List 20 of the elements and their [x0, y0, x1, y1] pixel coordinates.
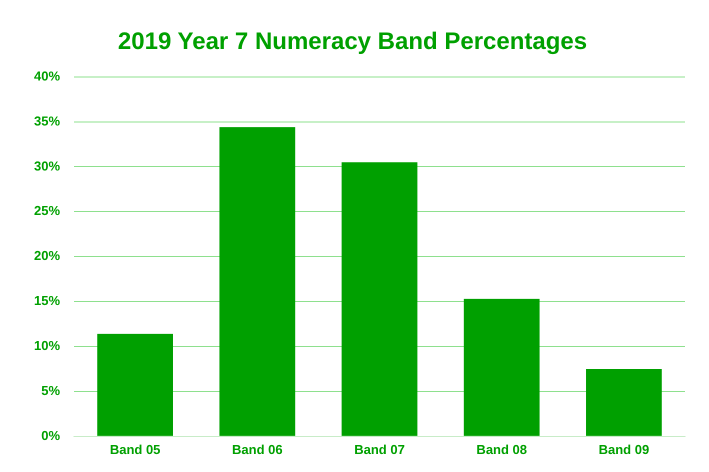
bar: [219, 127, 296, 436]
y-tick-label: 40%: [34, 68, 60, 84]
y-tick-label: 30%: [34, 158, 60, 174]
y-tick-label: 35%: [34, 113, 60, 128]
y-tick-label: 5%: [41, 383, 60, 398]
x-tick-label: Band 07: [354, 442, 405, 457]
x-tick-label: Band 08: [476, 442, 527, 457]
y-tick-label: 10%: [34, 338, 60, 354]
x-tick-label: Band 05: [110, 442, 160, 457]
bar: [464, 298, 540, 436]
bar: [97, 334, 173, 436]
y-tick-label: 25%: [34, 203, 60, 218]
bar: [342, 162, 418, 436]
bar: [586, 368, 662, 436]
x-tick-label: Band 06: [232, 442, 283, 457]
chart-title: 2019 Year 7 Numeracy Band Percentages: [118, 28, 588, 56]
y-tick-label: 0%: [41, 428, 60, 443]
y-tick-label: 20%: [34, 248, 60, 264]
x-tick-label: Band 09: [598, 442, 650, 457]
y-tick-label: 15%: [34, 293, 60, 308]
